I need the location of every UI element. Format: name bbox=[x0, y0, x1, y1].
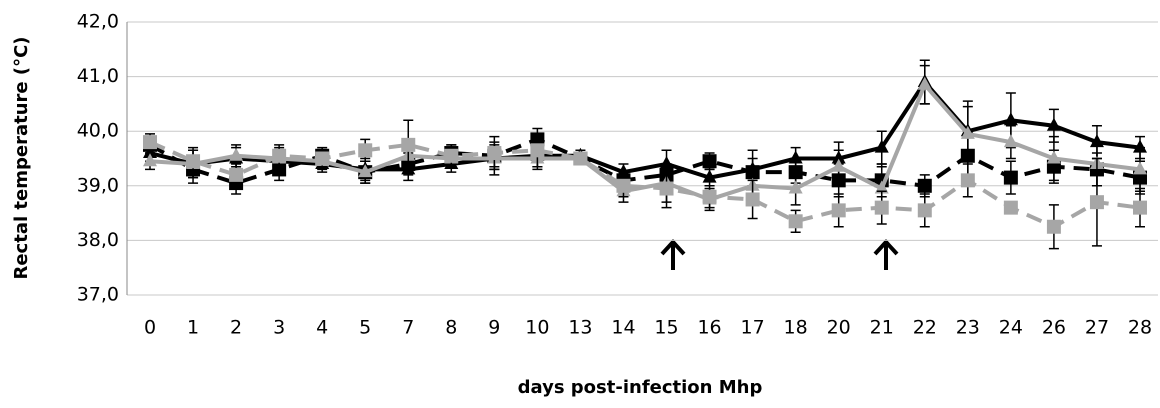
series-line bbox=[149, 140, 1141, 229]
y-axis-title: Rectal temperature (°C) bbox=[11, 36, 32, 279]
x-tick-label: 13 bbox=[568, 317, 592, 339]
marker bbox=[960, 125, 975, 139]
y-tick-label: 37,0 bbox=[77, 284, 119, 306]
marker bbox=[1046, 150, 1061, 164]
marker bbox=[1089, 195, 1104, 210]
marker bbox=[1133, 139, 1147, 153]
marker bbox=[1003, 112, 1018, 126]
x-tick-label: 7 bbox=[402, 317, 414, 339]
marker bbox=[788, 180, 803, 194]
x-tick-label: 10 bbox=[525, 317, 549, 339]
marker bbox=[745, 192, 760, 207]
marker bbox=[702, 154, 717, 169]
x-tick-label: 0 bbox=[144, 317, 156, 339]
x-tick-label: 14 bbox=[611, 317, 635, 339]
x-tick-label: 21 bbox=[870, 317, 894, 339]
marker bbox=[358, 164, 373, 178]
arrow bbox=[660, 239, 899, 270]
marker bbox=[874, 139, 889, 153]
y-tick-label: 41,0 bbox=[77, 65, 119, 87]
marker bbox=[960, 173, 975, 188]
marker bbox=[1003, 170, 1018, 185]
marker bbox=[659, 181, 674, 196]
marker bbox=[1133, 200, 1147, 215]
x-tick-label: 3 bbox=[273, 317, 285, 339]
x-tick-label: 26 bbox=[1042, 317, 1066, 339]
marker bbox=[831, 158, 846, 172]
marker bbox=[616, 178, 631, 193]
x-tick-label: 1 bbox=[187, 317, 199, 339]
marker bbox=[1003, 200, 1018, 215]
series bbox=[143, 64, 1147, 212]
marker bbox=[401, 137, 416, 152]
marker bbox=[874, 200, 889, 215]
marker bbox=[487, 146, 502, 161]
y-tick-label: 40,0 bbox=[77, 120, 119, 142]
y-tick-label: 39,0 bbox=[77, 174, 119, 196]
x-tick-label: 24 bbox=[999, 317, 1023, 339]
x-tick-label: 5 bbox=[359, 317, 371, 339]
marker bbox=[530, 143, 545, 158]
x-tick-label: 18 bbox=[784, 317, 808, 339]
marker bbox=[659, 155, 674, 169]
series-line bbox=[149, 82, 1141, 202]
series-line bbox=[149, 137, 1141, 188]
x-tick-label: 9 bbox=[488, 317, 500, 339]
marker bbox=[788, 214, 803, 229]
marker bbox=[917, 76, 932, 90]
x-tick-label: 17 bbox=[741, 317, 765, 339]
marker bbox=[573, 151, 588, 166]
x-tick-label: 22 bbox=[913, 317, 937, 339]
marker bbox=[917, 203, 932, 218]
marker bbox=[315, 151, 330, 166]
marker bbox=[702, 189, 717, 204]
marker bbox=[788, 150, 803, 164]
marker bbox=[702, 169, 717, 183]
marker bbox=[272, 148, 287, 163]
marker bbox=[831, 203, 846, 218]
x-tick-label: 27 bbox=[1085, 317, 1109, 339]
marker bbox=[1046, 117, 1061, 131]
series-line bbox=[149, 80, 1141, 180]
y-tick-label: 42,0 bbox=[77, 11, 119, 33]
marker bbox=[229, 167, 244, 182]
x-tick-label: 20 bbox=[827, 317, 851, 339]
x-tick-label: 4 bbox=[316, 317, 328, 339]
marker bbox=[143, 135, 157, 150]
x-tick-label: 16 bbox=[697, 317, 721, 339]
marker bbox=[917, 178, 932, 193]
x-tick-label: 23 bbox=[956, 317, 980, 339]
x-tick-label: 15 bbox=[654, 317, 678, 339]
marker bbox=[1089, 134, 1104, 148]
marker bbox=[143, 153, 157, 167]
series bbox=[143, 119, 1147, 250]
x-axis-title: days post-infection Mhp bbox=[518, 377, 763, 398]
marker bbox=[358, 143, 373, 158]
y-tick-label: 38,0 bbox=[77, 229, 119, 251]
marker bbox=[1003, 134, 1018, 148]
marker bbox=[444, 148, 459, 163]
marker bbox=[1133, 161, 1147, 175]
series bbox=[143, 59, 1147, 190]
x-tick-label: 2 bbox=[230, 317, 242, 339]
marker bbox=[229, 147, 244, 161]
marker bbox=[874, 180, 889, 194]
x-tick-label: 8 bbox=[445, 317, 457, 339]
marker bbox=[186, 154, 201, 169]
marker bbox=[1046, 219, 1061, 234]
x-tick-label: 28 bbox=[1128, 317, 1152, 339]
